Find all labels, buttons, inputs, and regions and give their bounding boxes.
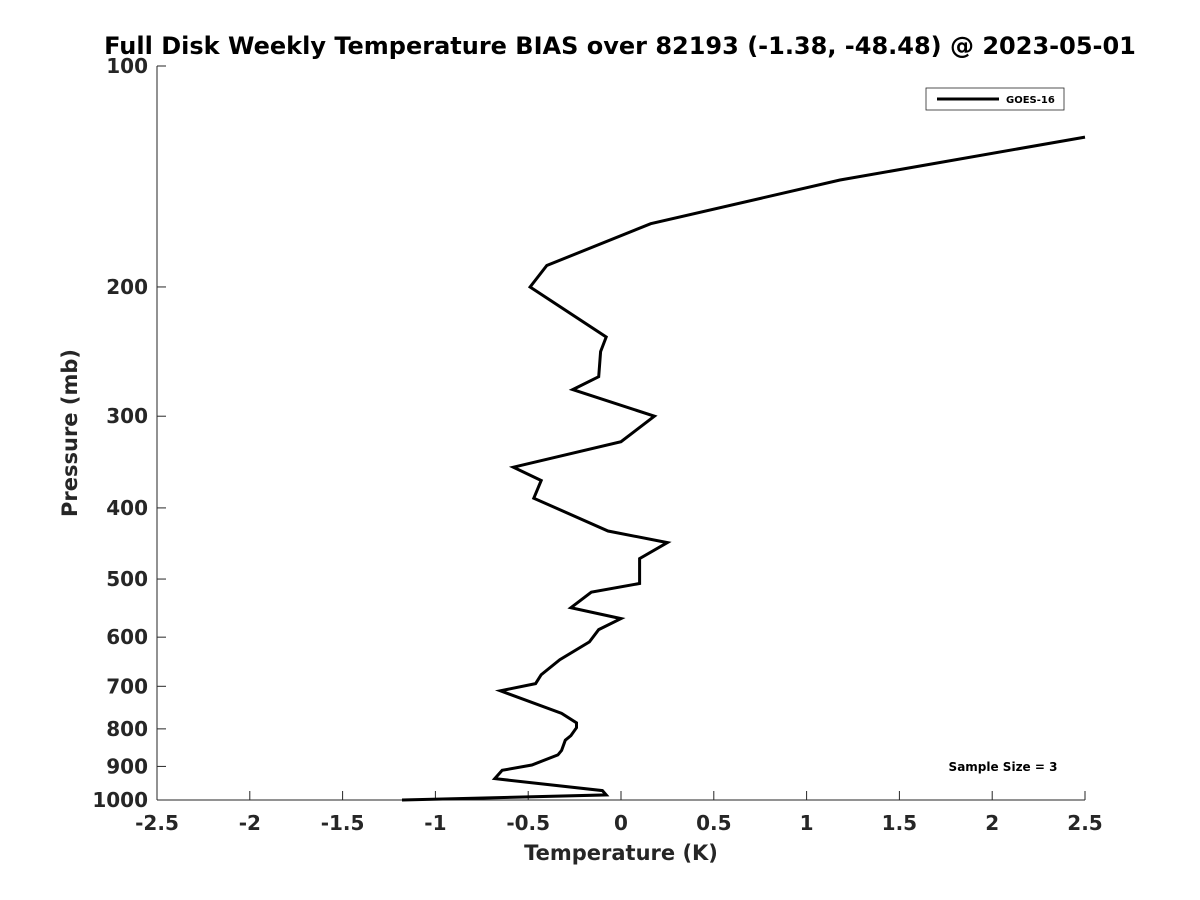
y-axis-ticks: 100 200 300 400 500 600 700 800 900 1000 <box>92 54 166 812</box>
sample-size-annotation: Sample Size = 3 <box>949 760 1058 774</box>
x-tick-label: 0 <box>614 811 628 835</box>
x-tick-label: -0.5 <box>506 811 550 835</box>
y-tick-label: 700 <box>106 674 148 698</box>
chart-title: Full Disk Weekly Temperature BIAS over 8… <box>104 32 1136 60</box>
y-tick-label: 100 <box>106 54 148 78</box>
x-tick-label: 2 <box>985 811 999 835</box>
y-tick-label: 900 <box>106 754 148 778</box>
x-axis-label: Temperature (K) <box>524 841 718 865</box>
x-tick-label: 1 <box>800 811 814 835</box>
y-axis-label: Pressure (mb) <box>58 349 82 517</box>
series-line-goes-16 <box>401 135 1086 802</box>
x-tick-label: -2.5 <box>135 811 179 835</box>
y-tick-label: 800 <box>106 717 148 741</box>
x-axis-ticks: -2.5 -2 -1.5 -1 -0.5 0 0.5 1 1.5 2 2.5 <box>135 791 1103 835</box>
x-tick-label: 0.5 <box>696 811 731 835</box>
x-tick-label: -1 <box>424 811 446 835</box>
legend: GOES-16 <box>925 87 1065 111</box>
y-tick-label: 500 <box>106 567 148 591</box>
y-tick-label: 300 <box>106 404 148 428</box>
series-layer <box>401 135 1086 802</box>
legend-entry-goes-16: GOES-16 <box>1006 95 1055 106</box>
x-tick-label: -2 <box>239 811 261 835</box>
plot-axes <box>156 66 1085 801</box>
y-tick-label: 400 <box>106 496 148 520</box>
y-tick-label: 600 <box>106 625 148 649</box>
y-tick-label: 200 <box>106 275 148 299</box>
x-tick-label: 1.5 <box>882 811 917 835</box>
x-tick-label: 2.5 <box>1067 811 1102 835</box>
x-tick-label: -1.5 <box>321 811 365 835</box>
y-tick-label: 1000 <box>92 788 148 812</box>
